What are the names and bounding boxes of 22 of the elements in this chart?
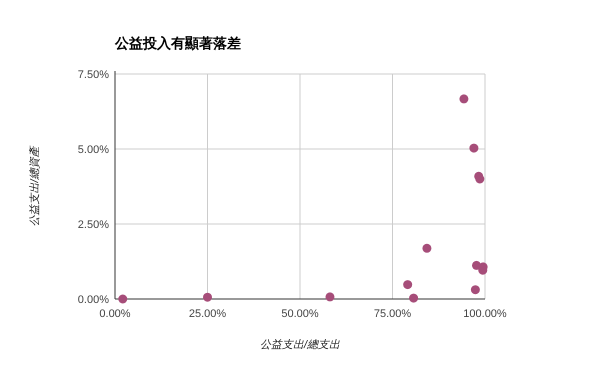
x-tick-label: 50.00% [281,308,319,320]
y-tick-label: 0.00% [78,294,110,306]
point [118,294,128,304]
x-axis-title: 公益支出/總支出 [260,338,340,351]
point [422,244,432,253]
point [459,94,468,104]
y-tick-label: 7.50% [78,69,110,81]
x-tick-label: 0.00% [99,308,131,320]
y-tick-label: 5.00% [78,144,110,156]
x-tick-label: 100.00% [463,308,507,320]
point [469,144,478,153]
chart-title: 公益投入有顯著落差 [114,35,241,51]
x-tick-label: 75.00% [374,308,412,320]
point [475,174,484,184]
point [325,292,334,302]
y-tick-label: 2.50% [78,219,110,231]
point [203,292,212,302]
y-axis-title: 公益支出/總資產 [28,144,41,227]
point [470,285,480,294]
point [409,294,418,303]
point [403,280,412,290]
x-tick-label: 25.00% [188,308,226,320]
